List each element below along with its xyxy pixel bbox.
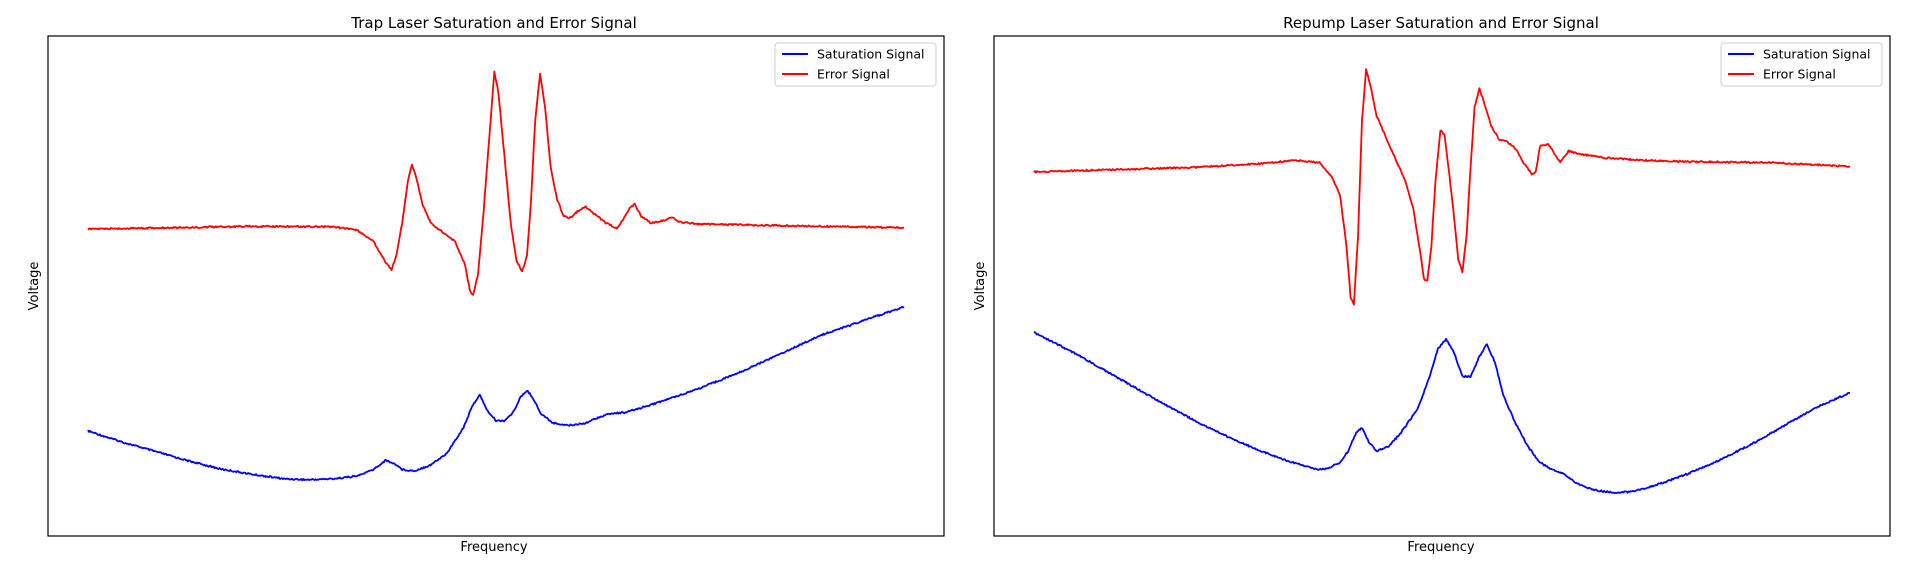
series-line-error bbox=[87, 70, 904, 296]
legend-box bbox=[1720, 42, 1883, 87]
legend: Saturation Signal Error Signal bbox=[1720, 42, 1883, 87]
plot-lines bbox=[87, 70, 905, 482]
series-line-saturation bbox=[1033, 330, 1851, 495]
series-line-saturation bbox=[87, 305, 905, 482]
y-axis-label: Voltage bbox=[27, 262, 42, 311]
legend-label-error: Error Signal bbox=[1763, 67, 1836, 82]
plot-lines bbox=[1033, 68, 1851, 495]
chart-title: Repump Laser Saturation and Error Signal bbox=[1283, 14, 1599, 32]
legend-label-saturation: Saturation Signal bbox=[817, 47, 925, 62]
trap-laser-chart: Trap Laser Saturation and Error Signal F… bbox=[27, 14, 945, 555]
x-axis-label: Frequency bbox=[460, 540, 527, 555]
legend-label-saturation: Saturation Signal bbox=[1763, 47, 1871, 62]
repump-laser-chart: Repump Laser Saturation and Error Signal… bbox=[973, 14, 1891, 555]
legend: Saturation Signal Error Signal bbox=[774, 42, 937, 87]
legend-box bbox=[774, 42, 937, 87]
x-axis-label: Frequency bbox=[1407, 540, 1474, 555]
chart-title: Trap Laser Saturation and Error Signal bbox=[350, 14, 637, 32]
series-line-error bbox=[1033, 68, 1851, 306]
plot-frame bbox=[993, 35, 1891, 537]
plot-frame bbox=[47, 35, 945, 537]
legend-label-error: Error Signal bbox=[817, 67, 890, 82]
y-axis-label: Voltage bbox=[973, 262, 988, 311]
